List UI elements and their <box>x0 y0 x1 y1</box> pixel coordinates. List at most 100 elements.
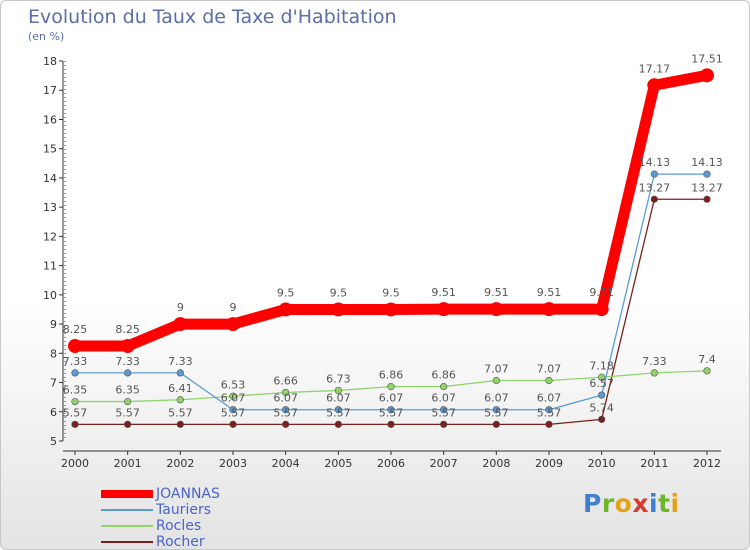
data-point <box>176 396 184 404</box>
data-label: 6.07 <box>221 392 246 405</box>
data-label: 7.18 <box>589 359 614 372</box>
data-point <box>282 406 290 414</box>
data-point <box>176 369 184 377</box>
data-point <box>334 386 342 395</box>
data-label: 6.07 <box>273 392 298 405</box>
x-tick-label: 2010 <box>588 457 616 470</box>
data-point <box>545 406 553 414</box>
data-point <box>545 420 553 428</box>
data-point <box>68 339 82 353</box>
data-label: 6.35 <box>115 384 140 397</box>
data-point <box>278 302 293 317</box>
data-point <box>703 170 711 178</box>
x-tick-label: 2002 <box>166 457 194 470</box>
data-label: 5.57 <box>221 406 246 419</box>
data-point <box>440 383 448 391</box>
data-label: 9.5 <box>382 286 400 299</box>
data-point <box>650 170 658 178</box>
data-label: 7.33 <box>642 355 667 368</box>
data-point <box>384 302 398 317</box>
data-label: 5.57 <box>379 406 404 419</box>
data-label: 6.07 <box>484 392 509 405</box>
data-label: 9.51 <box>537 286 562 299</box>
data-label: 6.57 <box>589 377 614 390</box>
proxiti-logo-letters: Proxiti <box>583 489 680 518</box>
data-label: 5.57 <box>431 406 456 419</box>
x-tick-label: 2008 <box>482 457 510 470</box>
data-point <box>598 391 606 399</box>
data-point <box>229 406 237 414</box>
data-point <box>387 420 395 428</box>
data-label: 6.86 <box>379 369 404 382</box>
legend-label-joannas: JOANNAS <box>156 486 220 502</box>
data-label: 17.51 <box>691 52 723 65</box>
data-label: 6.73 <box>326 372 351 385</box>
chart-subtitle: (en %) <box>28 30 65 43</box>
x-tick-label: 2004 <box>272 457 300 470</box>
logo-letter: P <box>583 489 602 518</box>
data-point <box>331 302 346 317</box>
data-label: 6.66 <box>273 374 298 387</box>
data-label: 5.57 <box>484 406 509 419</box>
data-label: 8.25 <box>63 323 88 336</box>
data-label: 5.57 <box>537 406 562 419</box>
data-label: 9.5 <box>330 286 348 299</box>
data-label: 9.51 <box>589 286 614 299</box>
data-label: 6.07 <box>379 392 404 405</box>
x-tick-label: 2007 <box>430 457 458 470</box>
data-label: 6.53 <box>221 378 246 391</box>
data-point <box>71 397 79 406</box>
data-label: 6.07 <box>537 392 562 405</box>
data-point <box>173 317 188 332</box>
data-point <box>545 376 553 385</box>
data-point <box>176 420 184 428</box>
data-point <box>124 397 132 406</box>
data-point <box>229 420 237 428</box>
logo-letter: r <box>601 489 615 518</box>
data-label: 5.57 <box>63 406 88 419</box>
data-point <box>492 406 500 414</box>
data-label: 14.13 <box>639 156 671 169</box>
data-point <box>229 392 237 400</box>
data-label: 9.51 <box>431 286 456 299</box>
data-point <box>594 302 609 317</box>
data-point <box>598 373 606 381</box>
legend-swatch-tauriers <box>101 509 153 511</box>
data-label: 13.27 <box>639 181 671 194</box>
data-label: 14.13 <box>691 156 723 169</box>
data-label: 7.33 <box>115 355 140 368</box>
data-point <box>650 195 658 203</box>
data-label: 7.07 <box>537 362 562 375</box>
logo-letter: i <box>649 489 659 518</box>
data-label: 9.51 <box>484 286 509 299</box>
data-label: 7.4 <box>698 353 716 366</box>
y-tick-label: 11 <box>43 260 57 273</box>
logo-letter: x <box>632 489 649 518</box>
data-point <box>489 302 504 317</box>
data-label: 6.07 <box>431 392 456 405</box>
x-tick-label: 2006 <box>377 457 405 470</box>
y-tick-label: 17 <box>43 84 57 97</box>
data-point <box>703 367 711 375</box>
y-tick-label: 7 <box>50 377 57 390</box>
data-label: 5.57 <box>273 406 298 419</box>
y-tick-label: 16 <box>43 113 57 126</box>
data-label: 7.33 <box>168 355 193 368</box>
data-label: 5.57 <box>168 406 193 419</box>
proxiti-logo: Proxiti <box>583 489 680 518</box>
data-point <box>71 369 79 377</box>
data-point <box>703 195 711 203</box>
data-point <box>334 420 342 428</box>
data-point <box>436 302 451 317</box>
y-tick-label: 13 <box>43 201 57 214</box>
y-tick-label: 9 <box>50 318 57 331</box>
y-tick-label: 10 <box>43 289 57 302</box>
legend-label-rocles: Rocles <box>156 518 202 534</box>
data-point <box>120 339 135 353</box>
legend-swatch-joannas <box>101 490 153 498</box>
data-point <box>647 78 662 93</box>
legend-swatch-rocles <box>101 525 153 527</box>
x-tick-label: 2009 <box>535 457 563 470</box>
data-point <box>440 420 448 428</box>
